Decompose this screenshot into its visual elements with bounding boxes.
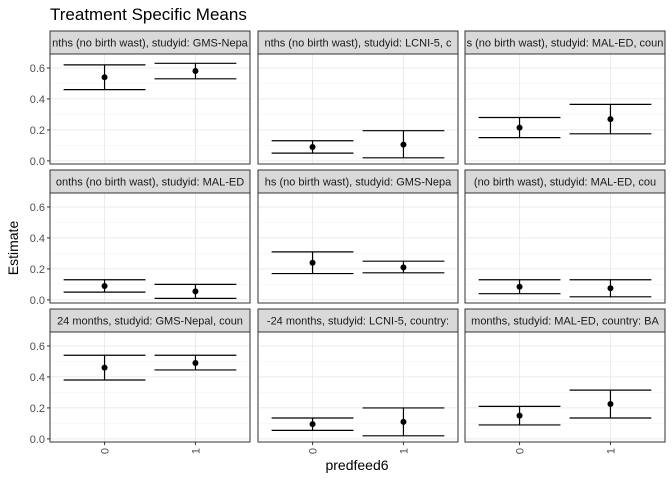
x-tick-label: 1 [605,448,617,454]
facet-panel: nths (no birth wast), studyid: LCNI-5, c [257,30,459,165]
estimate-point [101,364,108,371]
y-tick-label: 0.0 [30,156,45,168]
y-tick-label: 0.0 [30,295,45,307]
facet-panel: hs (no birth wast), studyid: GMS-Nepa [257,169,459,304]
estimate-point [192,288,199,295]
x-tick-label: 0 [308,448,320,454]
estimate-point [607,285,614,292]
estimate-point [400,418,407,425]
panel-border [464,192,666,304]
facet-strip-label: nths (no birth wast), studyid: GMS-Nepa [52,38,249,50]
estimate-point [309,143,316,150]
facet-strip-label: 24 months, studyid: GMS-Nepal, coun [57,316,243,328]
estimate-point [192,68,199,75]
panel-background [49,53,251,165]
y-tick-label: 0.0 [30,434,45,446]
panel-border [464,53,666,165]
panel-border [257,192,459,304]
y-tick-label: 0.4 [30,94,45,106]
panel-background [464,192,666,304]
panel-border [49,331,251,443]
facet-panel: (no birth wast), studyid: MAL-ED, cou [464,169,666,304]
facet-strip-label: onths (no birth wast), studyid: MAL-ED [56,177,244,189]
panel-background [257,53,459,165]
estimate-point [516,124,523,131]
estimate-point [607,401,614,408]
facet-strip-label: (no birth wast), studyid: MAL-ED, cou [474,177,656,189]
x-tick-label: 0 [100,448,112,454]
y-tick-label: 0.6 [30,202,45,214]
panel-border [49,53,251,165]
estimate-point [101,74,108,81]
estimate-point [309,421,316,428]
facet-panel: months, studyid: MAL-ED, country: BA 0 1 [464,308,666,454]
facet-strip-label: hs (no birth wast), studyid: GMS-Nepa [265,177,452,189]
facet-panel: 24 months, studyid: GMS-Nepal, coun 0.0 0.… [30,308,251,454]
y-tick-label: 0.2 [30,125,45,137]
facet-panel: nths (no birth wast), studyid: GMS-Nepa 0… [30,30,251,168]
panel-background [257,331,459,443]
facet-strip-label: -24 months, studyid: LCNI-5, country: [267,316,449,328]
y-tick-label: 0.6 [30,63,45,75]
estimate-point [101,282,108,289]
facet-panel: s (no birth wast), studyid: MAL-ED, coun [464,30,666,165]
panel-background [49,331,251,443]
x-tick-label: 0 [515,448,527,454]
estimate-point [516,412,523,419]
facet-panel: onths (no birth wast), studyid: MAL-ED 0.… [30,169,251,307]
x-tick-label: 1 [190,448,202,454]
y-tick-label: 0.2 [30,264,45,276]
facet-strip-label: months, studyid: MAL-ED, country: BA [471,316,659,328]
facet-strip-label: s (no birth wast), studyid: MAL-ED, coun [467,38,664,50]
panel-border [464,331,666,443]
panel-border [257,53,459,165]
estimate-point [309,259,316,266]
estimate-point [400,141,407,148]
facet-panel: -24 months, studyid: LCNI-5, country: 0 1 [257,308,459,454]
y-tick-label: 0.2 [30,403,45,415]
y-tick-label: 0.4 [30,372,45,384]
y-tick-label: 0.4 [30,233,45,245]
panel-background [464,53,666,165]
estimate-point [516,283,523,290]
facet-panels: nths (no birth wast), studyid: GMS-Nepa 0… [30,30,666,454]
facet-strip-label: nths (no birth wast), studyid: LCNI-5, c [264,38,452,50]
x-axis-title: predfeed6 [325,457,388,473]
x-tick-label: 1 [398,448,410,454]
panel-border [257,331,459,443]
estimate-point [192,359,199,366]
estimate-point [400,264,407,271]
chart-title: Treatment Specific Means [50,5,247,24]
y-tick-label: 0.6 [30,341,45,353]
panel-border [49,192,251,304]
panel-background [257,192,459,304]
panel-background [49,192,251,304]
estimate-point [607,116,614,123]
y-axis-title: Estimate [5,221,21,276]
